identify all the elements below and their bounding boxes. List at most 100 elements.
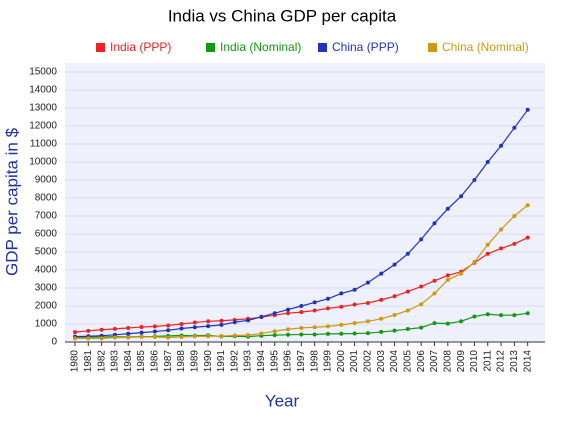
plot-area xyxy=(65,63,545,342)
legend-swatch xyxy=(428,43,437,52)
data-point xyxy=(232,320,237,325)
data-point xyxy=(126,331,131,336)
y-tick-label: 14000 xyxy=(29,85,57,96)
x-tick-label: 1982 xyxy=(96,350,107,373)
data-point xyxy=(365,280,370,285)
y-tick-label: 8000 xyxy=(35,193,58,204)
data-point xyxy=(419,284,424,289)
legend-swatch xyxy=(206,43,215,52)
chart-title: India vs China GDP per capita xyxy=(168,6,397,25)
x-tick-label: 1988 xyxy=(176,350,187,373)
data-point xyxy=(405,327,410,332)
data-point xyxy=(459,194,464,199)
data-point xyxy=(139,334,144,339)
legend-label: India (Nominal) xyxy=(220,40,301,54)
data-point xyxy=(392,313,397,317)
x-tick-label: 1997 xyxy=(296,350,307,373)
x-tick-label: 1992 xyxy=(229,350,240,373)
data-point xyxy=(499,246,504,251)
data-point xyxy=(339,322,344,327)
data-point xyxy=(206,334,211,339)
x-tick-label: 1981 xyxy=(83,350,94,373)
data-point xyxy=(152,329,157,334)
data-point xyxy=(365,331,370,336)
data-point xyxy=(179,334,184,339)
y-tick-label: 11000 xyxy=(30,139,58,150)
data-point xyxy=(485,160,490,164)
data-point xyxy=(445,321,450,326)
data-point xyxy=(445,273,450,278)
x-tick-label: 1998 xyxy=(309,350,320,373)
data-point xyxy=(286,307,291,312)
x-tick-label: 1987 xyxy=(163,350,174,373)
x-tick-label: 2004 xyxy=(389,350,400,373)
y-axis-title: GDP per capita in $ xyxy=(2,127,21,276)
data-point xyxy=(299,325,304,330)
data-point xyxy=(352,321,357,326)
data-point xyxy=(192,325,197,330)
x-tick-label: 2014 xyxy=(522,350,533,373)
x-tick-label: 1993 xyxy=(243,350,254,373)
y-tick-label: 7000 xyxy=(35,211,58,222)
y-tick-label: 0 xyxy=(51,337,57,348)
data-point xyxy=(112,326,117,331)
legend-label: India (PPP) xyxy=(110,40,171,54)
data-point xyxy=(179,322,184,326)
x-tick-label: 2008 xyxy=(442,350,453,373)
x-tick-label: 2011 xyxy=(482,350,493,372)
y-tick-label: 4000 xyxy=(35,265,58,276)
data-point xyxy=(139,325,144,330)
data-point xyxy=(419,325,424,330)
data-point xyxy=(472,178,477,182)
data-point xyxy=(272,333,277,338)
data-point xyxy=(86,328,91,333)
data-point xyxy=(365,319,370,324)
data-point xyxy=(126,325,131,330)
data-point xyxy=(126,335,131,340)
x-tick-label: 2000 xyxy=(336,350,347,373)
data-point xyxy=(86,336,91,341)
data-point xyxy=(312,325,317,330)
x-tick-label: 2007 xyxy=(429,350,440,373)
data-point xyxy=(512,214,517,218)
data-point xyxy=(166,335,171,340)
x-tick-label: 2012 xyxy=(496,350,507,373)
y-tick-label: 10000 xyxy=(29,157,57,168)
y-tick-label: 2000 xyxy=(35,301,58,312)
data-point xyxy=(206,324,211,329)
y-tick-label: 6000 xyxy=(35,229,58,240)
data-point xyxy=(72,336,77,341)
data-point xyxy=(312,300,317,305)
y-tick-label: 3000 xyxy=(35,283,58,294)
data-point xyxy=(365,300,370,305)
data-point xyxy=(219,334,224,339)
data-point xyxy=(499,143,504,148)
data-point xyxy=(352,331,357,336)
data-point xyxy=(512,125,517,130)
data-point xyxy=(525,235,530,240)
x-tick-label: 1980 xyxy=(70,350,81,373)
data-point xyxy=(432,321,437,326)
legend-swatch xyxy=(96,43,105,52)
data-point xyxy=(99,336,104,341)
y-tick-label: 12000 xyxy=(29,121,57,132)
data-point xyxy=(325,324,330,329)
x-tick-label: 1995 xyxy=(269,350,280,373)
data-point xyxy=(485,251,490,256)
data-point xyxy=(272,311,277,316)
data-point xyxy=(499,313,504,318)
data-point xyxy=(299,310,304,315)
data-point xyxy=(525,107,530,112)
data-point xyxy=(352,302,357,307)
data-point xyxy=(419,302,424,307)
data-point xyxy=(512,241,517,246)
data-point xyxy=(246,318,251,323)
data-point xyxy=(299,304,304,308)
data-point xyxy=(312,332,317,337)
data-point xyxy=(499,227,504,232)
data-point xyxy=(432,278,437,283)
x-tick-label: 2002 xyxy=(363,350,374,373)
data-point xyxy=(192,320,197,325)
data-point xyxy=(472,314,477,319)
